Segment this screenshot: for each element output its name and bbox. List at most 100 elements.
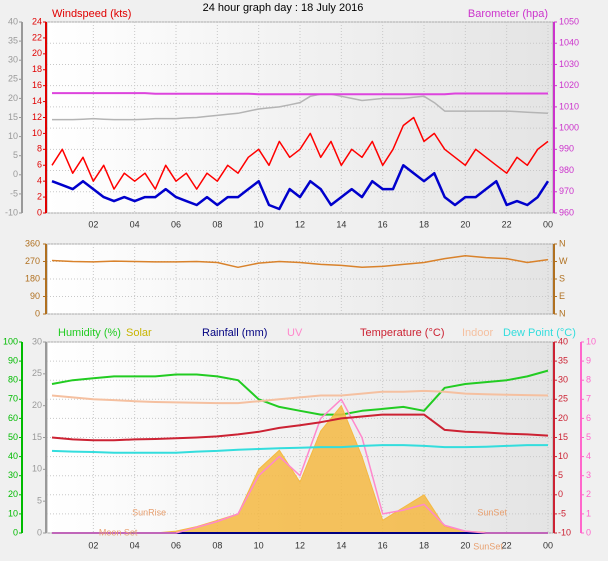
y-tick-label: 1040 [559,38,579,48]
y-tick-label: 9 [586,355,591,365]
legend-label: Indoor [462,327,494,339]
line [51,254,549,269]
y-tick-label: 35 [8,35,18,45]
x-tick-label: 06 [171,219,181,229]
y-tick-label: 90 [8,355,18,365]
x-tick-label: 20 [460,540,470,550]
y-tick-label: -5 [10,188,18,198]
y-tick-label: 100 [3,336,18,346]
y-tick-label: 6 [586,413,591,423]
y-tick-label: 360 [25,238,40,248]
y-tick-label: S [559,273,565,283]
annotation: SunSet [477,507,507,517]
x-tick-label: 20 [460,219,470,229]
y-tick-label: 990 [559,144,574,154]
x-tick-label: 02 [88,219,98,229]
y-tick-label: 15 [558,432,568,442]
y-tick-label: 90 [30,291,40,301]
y-tick-label: 35 [558,355,568,365]
y-axis-label: Windspeed (kts) [52,8,131,20]
chart-title: 24 hour graph day : 18 July 2016 [203,2,364,14]
y2-axis-label: Barometer (hpa) [468,8,548,20]
x-tick-label: 12 [295,219,305,229]
x-tick-label: 12 [295,540,305,550]
legend-label: UV [287,327,303,339]
legend-label: Solar [126,327,152,339]
line [51,389,549,405]
y-tick-label: 1000 [559,122,579,132]
line [52,398,548,534]
y-tick-label: 16 [32,80,42,90]
x-tick-label: 18 [419,540,429,550]
y-tick-label: -10 [558,527,571,537]
annotation: Moon Set [99,527,138,537]
x-tick-label: 00 [543,540,553,550]
y-tick-label: -5 [558,508,566,518]
x-tick-label: 08 [212,219,222,229]
y-tick-label: 18 [32,64,42,74]
line [51,413,549,442]
y-tick-label: 980 [559,165,574,175]
y-tick-label: N [559,308,566,318]
y-tick-label: 2 [37,191,42,201]
y-tick-label: N [559,238,566,248]
y-tick-label: 5 [586,432,591,442]
y-tick-label: 40 [8,16,18,26]
x-tick-label: 14 [336,219,346,229]
y-tick-label: 1010 [559,101,579,111]
y-tick-label: 25 [8,74,18,84]
y-tick-label: 25 [32,368,42,378]
y-tick-label: 30 [558,375,568,385]
y-tick-label: 0 [586,527,591,537]
x-tick-label: 00 [543,219,553,229]
y-tick-label: 1020 [559,80,579,90]
x-tick-label: 08 [212,540,222,550]
y-tick-label: 15 [32,432,42,442]
y-tick-label: 7 [586,394,591,404]
y-tick-label: 1050 [559,16,579,26]
y-tick-label: 60 [8,413,18,423]
y-tick-label: 70 [8,394,18,404]
annotation: SunRise [132,507,166,517]
y-tick-label: 6 [37,160,42,170]
x-tick-label: 02 [88,540,98,550]
y-tick-label: 5 [13,150,18,160]
x-tick-label: 22 [502,540,512,550]
y-tick-label: 30 [8,55,18,65]
line [51,369,549,416]
y-tick-label: 40 [558,336,568,346]
y-tick-label: 0 [558,489,563,499]
y-tick-label: 15 [8,112,18,122]
y-tick-label: E [559,291,565,301]
y-tick-label: 0 [37,207,42,217]
y-tick-label: 30 [32,336,42,346]
y-tick-label: 10 [558,451,568,461]
y-tick-label: 970 [559,186,574,196]
y-tick-label: 1 [586,508,591,518]
y-tick-label: 0 [13,169,18,179]
y-tick-label: 25 [558,394,568,404]
x-tick-label: 16 [378,540,388,550]
legend-label: Rainfall (mm) [202,327,267,339]
x-tick-label: 16 [378,219,388,229]
annotation: SunSet [473,541,503,551]
y-tick-label: 180 [25,273,40,283]
legend-label: Humidity (%) [58,327,121,339]
y-tick-label: 40 [8,451,18,461]
line [52,93,549,121]
x-tick-label: 06 [171,540,181,550]
x-tick-label: 18 [419,219,429,229]
y-tick-label: 960 [559,207,574,217]
y-tick-label: 14 [32,96,42,106]
legend-label: Temperature (°C) [360,327,444,339]
x-tick-label: 22 [502,219,512,229]
y-tick-label: 2 [586,489,591,499]
y-tick-label: 0 [37,527,42,537]
y-tick-label: 10 [32,128,42,138]
x-tick-label: 10 [254,540,264,550]
y-tick-label: 4 [37,176,42,186]
y-tick-label: 22 [32,32,42,42]
y-tick-label: 8 [37,144,42,154]
y-tick-label: 8 [586,375,591,385]
